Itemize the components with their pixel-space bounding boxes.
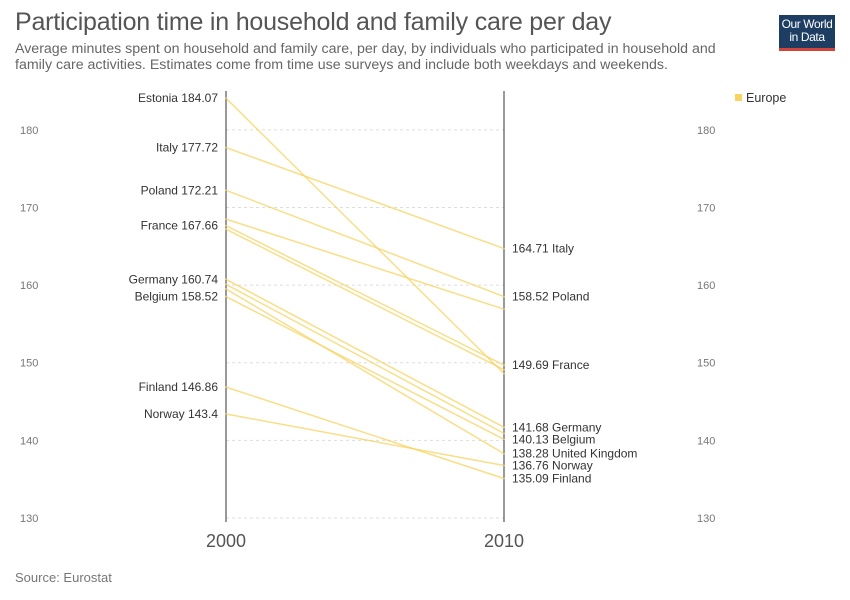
data-label-2000-belgium: Belgium 158.52 xyxy=(135,290,219,304)
y-tick-label-right: 130 xyxy=(697,513,715,525)
year-axes: 2000 2010 xyxy=(206,91,524,551)
y-tick-label-right: 170 xyxy=(697,202,715,214)
data-label-2000-france: France 167.66 xyxy=(141,219,219,233)
x-tick-label-2010: 2010 xyxy=(484,531,524,551)
series-line-france[interactable]: France xyxy=(225,224,505,366)
series-lines[interactable]: EstoniaItalyPolandFranceGermanyBelgiumUn… xyxy=(225,97,505,480)
y-tick-label-left: 130 xyxy=(20,513,38,525)
series-line-unlabeled[interactable] xyxy=(225,218,505,310)
data-label-2010-united-kingdom: 138.28 United Kingdom xyxy=(512,447,637,461)
y-tick-label-right: 180 xyxy=(697,125,715,137)
data-label-2010-italy: 164.71 Italy xyxy=(512,242,574,256)
series-line-poland[interactable]: Poland xyxy=(225,189,505,298)
x-tick-label-2000: 2000 xyxy=(206,531,246,551)
y-tick-label-right: 160 xyxy=(697,280,715,292)
data-label-2010-norway: 136.76 Norway xyxy=(512,459,593,473)
series-line-norway[interactable]: Norway xyxy=(225,413,505,467)
y-tick-label-left: 180 xyxy=(20,125,38,137)
data-label-2010-finland: 135.09 Finland xyxy=(512,471,591,485)
y-tick-label-left: 170 xyxy=(20,202,38,214)
y-tick-labels: 130 130 140 140 150 150 160 160 170 170 180 180 xyxy=(20,125,715,525)
owid-logo[interactable]: Our World in Data xyxy=(779,15,835,51)
series-line-unlabeled[interactable] xyxy=(225,228,505,371)
series-line-finland[interactable]: Finland xyxy=(225,386,505,480)
legend-entry[interactable]: Europe xyxy=(746,91,786,105)
source-note: Source: Eurostat xyxy=(15,570,112,585)
grid-lines xyxy=(226,129,504,519)
data-label-2000-germany: Germany 160.74 xyxy=(129,272,219,286)
y-tick-label-left: 150 xyxy=(20,358,38,370)
y-tick-label-left: 160 xyxy=(20,280,38,292)
series-line-estonia[interactable]: Estonia xyxy=(225,97,505,375)
y-tick-label-right: 150 xyxy=(697,358,715,370)
data-label-2000-finland: Finland 146.86 xyxy=(139,380,219,394)
series-line-united-kingdom[interactable]: United Kingdom xyxy=(225,288,505,455)
legend-swatch xyxy=(735,94,742,101)
series-line-italy[interactable]: Italy xyxy=(225,146,505,250)
logo-line-2: in Data xyxy=(789,30,825,44)
series-line-belgium[interactable]: Belgium xyxy=(225,295,505,441)
series-line-germany[interactable]: Germany xyxy=(225,278,505,429)
data-label-2000-norway: Norway 143.4 xyxy=(144,407,218,421)
data-label-2010-poland: 158.52 Poland xyxy=(512,290,589,304)
data-label-2000-poland: Poland 172.21 xyxy=(141,183,219,197)
data-label-2010-germany: 141.68 Germany xyxy=(512,420,601,434)
data-label-2010-france: 149.69 France xyxy=(512,358,590,372)
chart-title: Participation time in household and fami… xyxy=(15,8,612,36)
data-label-2000-italy: Italy 177.72 xyxy=(156,141,218,155)
chart-subtitle: Average minutes spent on household and f… xyxy=(15,41,716,73)
y-tick-label-right: 140 xyxy=(697,435,715,447)
y-tick-label-left: 140 xyxy=(20,435,38,447)
data-label-2000-estonia: Estonia 184.07 xyxy=(138,91,218,105)
logo-line-1: Our World xyxy=(781,17,833,31)
series-line-unlabeled[interactable] xyxy=(225,283,505,435)
data-labels: Estonia 184.07 Italy 177.72 Poland 172.21 F… xyxy=(129,91,638,485)
legend[interactable]: Europe xyxy=(735,91,786,105)
data-label-2010-belgium: 140.13 Belgium xyxy=(512,432,595,446)
